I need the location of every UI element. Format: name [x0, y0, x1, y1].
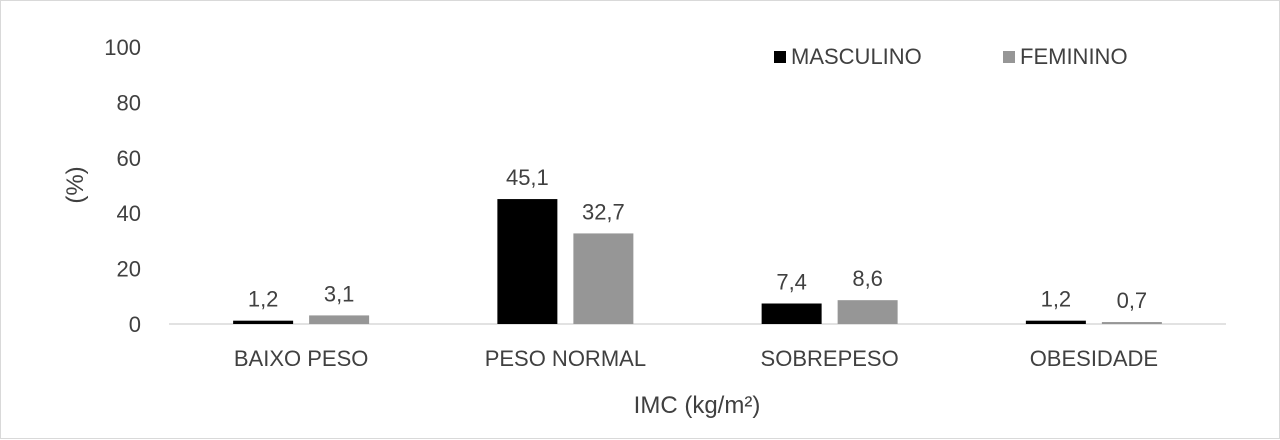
data-label-feminino-2: 8,6 [852, 266, 883, 291]
data-label-feminino-1: 32,7 [582, 199, 625, 224]
legend-label-feminino: FEMININO [1020, 44, 1128, 69]
data-label-feminino-0: 3,1 [324, 281, 355, 306]
y-axis-title: (%) [62, 166, 89, 203]
bar-masculino-1 [497, 199, 558, 324]
bar-feminino-0 [309, 315, 370, 324]
y-tick-label: 20 [117, 257, 141, 282]
legend-swatch-masculino [774, 51, 786, 63]
legend: MASCULINO FEMININO [774, 44, 1128, 69]
bar-feminino-2 [837, 300, 898, 324]
x-axis-title: IMC (kg/m²) [634, 392, 761, 419]
category-label: PESO NORMAL [485, 346, 646, 371]
data-label-masculino-2: 7,4 [776, 270, 807, 295]
category-labels: BAIXO PESO PESO NORMAL SOBREPESO OBESIDADE [234, 346, 1158, 371]
y-tick-label: 60 [117, 146, 141, 171]
data-label-masculino-3: 1,2 [1041, 287, 1072, 312]
legend-label-masculino: MASCULINO [791, 44, 922, 69]
data-label-masculino-0: 1,2 [248, 287, 279, 312]
bar-masculino-0 [233, 320, 294, 324]
y-axis-ticks: 0 20 40 60 80 100 [104, 35, 141, 337]
bars [233, 199, 1162, 324]
legend-swatch-feminino [1003, 51, 1015, 63]
bar-feminino-1 [573, 233, 634, 324]
category-label: OBESIDADE [1030, 346, 1158, 371]
y-tick-label: 80 [117, 90, 141, 115]
bar-feminino-3 [1101, 322, 1162, 324]
bar-masculino-3 [1025, 320, 1086, 324]
bar-masculino-2 [761, 303, 822, 324]
y-tick-label: 0 [129, 312, 141, 337]
y-tick-label: 40 [117, 201, 141, 226]
y-tick-label: 100 [104, 35, 141, 60]
category-label: BAIXO PESO [234, 346, 369, 371]
data-label-feminino-3: 0,7 [1117, 288, 1148, 313]
data-labels: 1,2 3,1 45,1 32,7 7,4 8,6 1,2 0,7 [248, 165, 1147, 313]
data-label-masculino-1: 45,1 [506, 165, 549, 190]
category-label: SOBREPESO [761, 346, 899, 371]
